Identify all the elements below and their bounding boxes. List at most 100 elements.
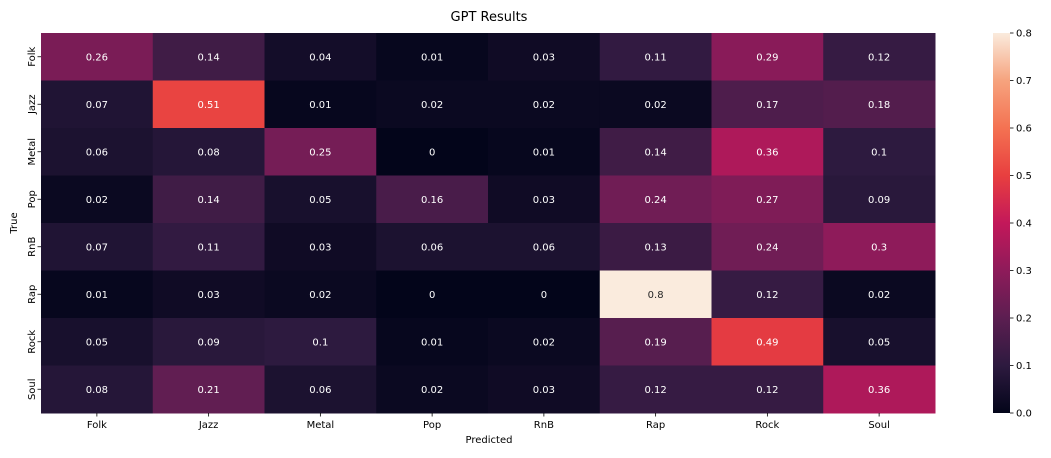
cell-value-label: 0.14: [197, 52, 219, 63]
x-tick-label: Rap: [646, 420, 665, 431]
heatmap-cell: [41, 365, 154, 414]
cell-value-label: 0: [429, 147, 435, 158]
heatmap-cell: [711, 33, 824, 81]
heatmap-cell: [823, 223, 936, 271]
heatmap-cell: [599, 270, 712, 319]
heatmap-cell: [264, 365, 377, 414]
x-tick-label: Rock: [755, 420, 779, 431]
x-tick-label: Jazz: [198, 420, 219, 431]
cell-value-label: 0.08: [86, 385, 108, 396]
heatmap-cell: [488, 175, 601, 224]
heatmap-cell: [152, 128, 265, 176]
colorbar-tick-label: 0.5: [1016, 171, 1032, 182]
cell-value-label: 0.25: [309, 147, 331, 158]
heatmap-cell: [711, 270, 824, 319]
cell-value-label: 0.02: [644, 100, 666, 111]
cell-value-label: 0.12: [868, 52, 890, 63]
heatmap-cell: [376, 223, 489, 271]
cell-value-label: 0.3: [871, 242, 887, 253]
heatmap-cell: [711, 128, 824, 176]
heatmap-cell: [41, 318, 154, 366]
heatmap-cell: [711, 175, 824, 224]
cell-value-label: 0.06: [533, 242, 555, 253]
heatmap-cell: [823, 318, 936, 366]
cell-value-label: 0.03: [533, 385, 555, 396]
heatmap-cell: [488, 33, 601, 81]
cell-value-label: 0.18: [868, 100, 890, 111]
cell-value-label: 0.29: [756, 52, 778, 63]
cell-value-label: 0.16: [421, 195, 443, 206]
cell-value-label: 0.21: [197, 385, 219, 396]
heatmap-cell: [599, 318, 712, 366]
cell-value-label: 0.36: [868, 385, 890, 396]
cell-value-label: 0.14: [644, 147, 666, 158]
heatmap-cell: [152, 33, 265, 81]
heatmap-cell: [152, 270, 265, 319]
heatmap-cell: [711, 318, 824, 366]
heatmap-cell: [376, 128, 489, 176]
y-tick-label: Folk: [27, 47, 38, 67]
cell-value-label: 0.02: [421, 385, 443, 396]
cell-value-label: 0: [429, 290, 435, 301]
cell-value-label: 0.8: [648, 290, 664, 301]
y-tick-label: Pop: [27, 190, 38, 208]
cell-value-label: 0.1: [312, 337, 328, 348]
cell-value-label: 0.24: [644, 195, 666, 206]
cell-value-label: 0.02: [86, 195, 108, 206]
heatmap-cell: [41, 223, 154, 271]
cell-value-label: 0.1: [871, 147, 887, 158]
heatmap-cell: [376, 33, 489, 81]
heatmap-cell: [41, 33, 154, 81]
cell-value-label: 0.09: [197, 337, 219, 348]
heatmap-cell: [488, 128, 601, 176]
cell-value-label: 0.07: [86, 100, 108, 111]
cell-value-label: 0.04: [309, 52, 331, 63]
heatmap-cell: [823, 270, 936, 319]
heatmap-cell: [711, 365, 824, 414]
heatmap-cell: [264, 128, 377, 176]
cell-value-label: 0.24: [756, 242, 778, 253]
x-tick-label: Soul: [868, 420, 890, 431]
heatmap-cell: [152, 318, 265, 366]
cell-value-label: 0.06: [421, 242, 443, 253]
heatmap-cell: [152, 175, 265, 224]
heatmap-cell: [376, 318, 489, 366]
cell-value-label: 0.51: [197, 100, 219, 111]
cell-value-label: 0.49: [756, 337, 778, 348]
heatmap-cell: [488, 80, 601, 129]
cell-value-label: 0.07: [86, 242, 108, 253]
cell-value-label: 0.02: [533, 100, 555, 111]
heatmap-cell: [41, 80, 154, 129]
cell-value-label: 0.12: [756, 385, 778, 396]
chart-title: GPT Results: [451, 10, 528, 25]
y-tick-label: Rap: [27, 285, 38, 304]
heatmap-cell: [823, 175, 936, 224]
y-tick-label: Metal: [27, 138, 38, 166]
cell-value-label: 0.08: [197, 147, 219, 158]
y-tick-labels: Folk Jazz Metal Pop RnB Rap Rock Soul: [27, 47, 41, 400]
colorbar-tick-label: 0.2: [1016, 314, 1032, 325]
cell-value-label: 0.02: [868, 290, 890, 301]
heatmap-cell: [711, 223, 824, 271]
heatmap-cell: [264, 318, 377, 366]
heatmap-cell: [152, 365, 265, 414]
y-tick-label: RnB: [27, 237, 38, 257]
cell-value-label: 0.02: [309, 290, 331, 301]
heatmap-cell: [599, 80, 712, 129]
heatmap-cell: [264, 33, 377, 81]
heatmap-cell: [599, 223, 712, 271]
colorbar-tick-label: 0.0: [1016, 409, 1032, 420]
cell-value-label: 0.09: [868, 195, 890, 206]
heatmap-cell: [488, 223, 601, 271]
heatmap-cell: [264, 223, 377, 271]
cell-value-label: 0.03: [533, 52, 555, 63]
cell-value-label: 0.12: [756, 290, 778, 301]
cell-value-label: 0.26: [86, 52, 108, 63]
x-tick-label: Metal: [307, 420, 335, 431]
heatmap-cell: [488, 270, 601, 319]
heatmap-cell: [599, 128, 712, 176]
colorbar: [993, 33, 1010, 413]
cell-value-label: 0.05: [309, 195, 331, 206]
cell-value-label: 0.01: [421, 337, 443, 348]
cell-value-label: 0.06: [86, 147, 108, 158]
